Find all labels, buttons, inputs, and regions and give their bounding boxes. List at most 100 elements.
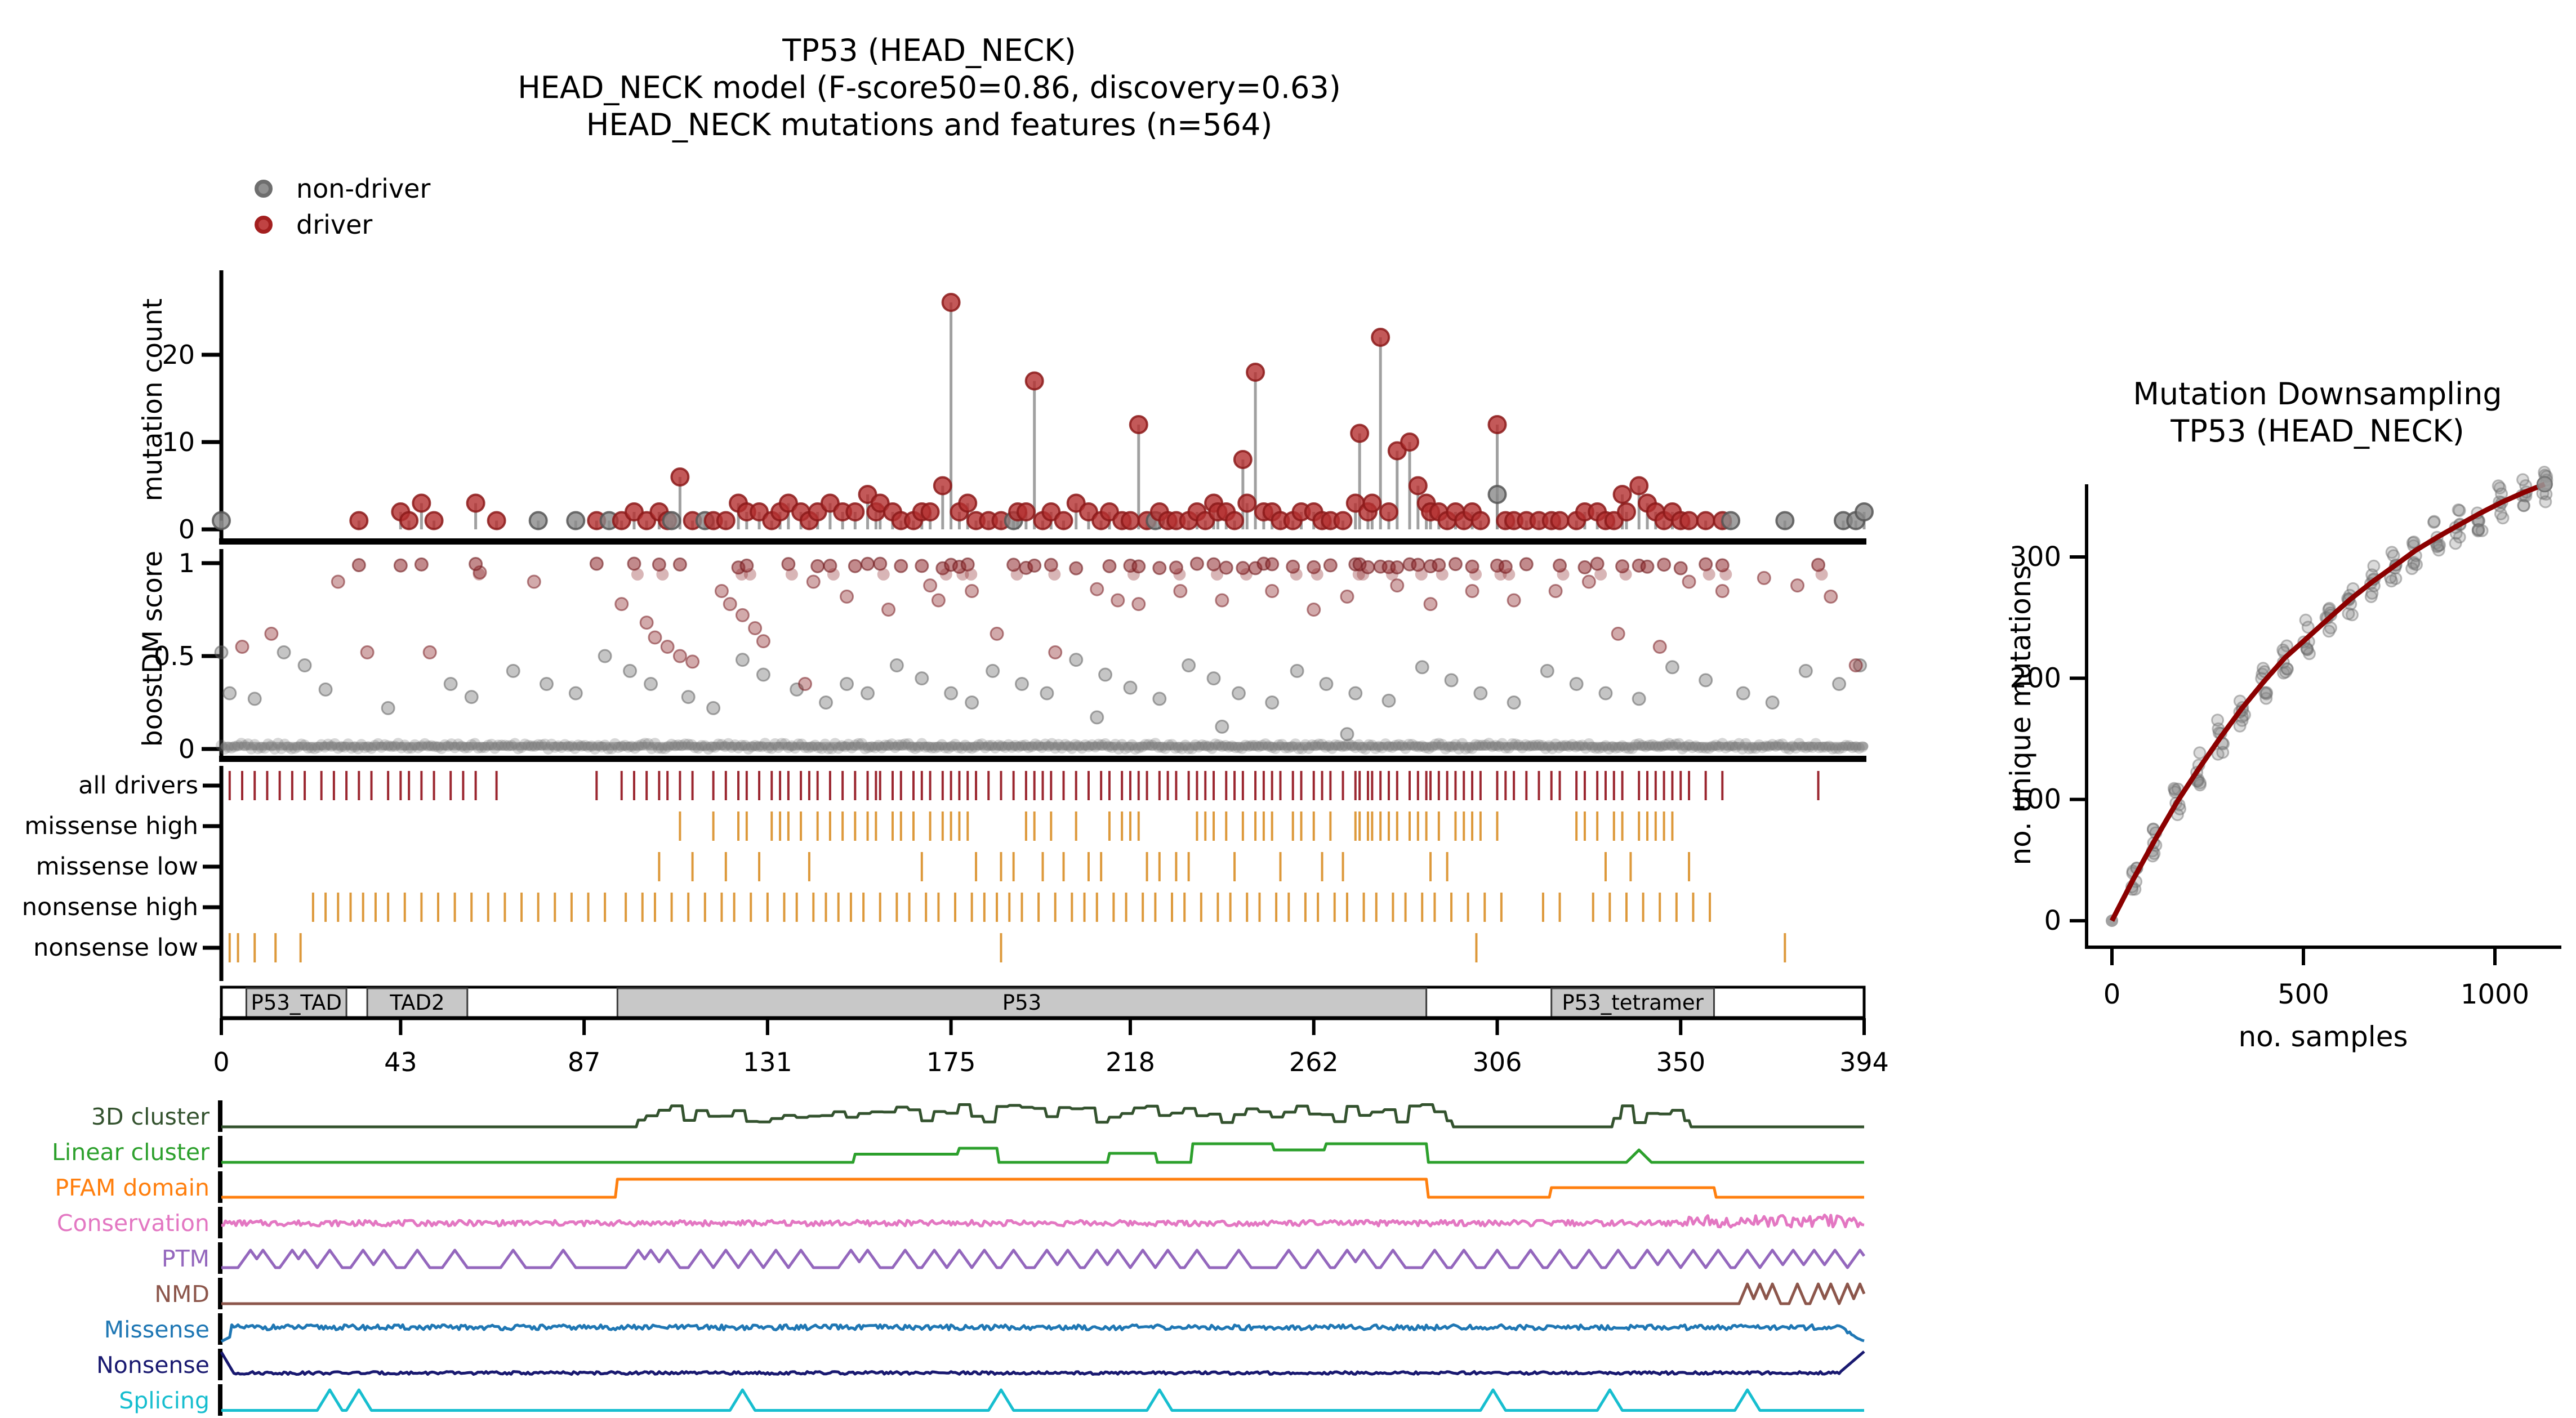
downsampling-point [2259,686,2273,699]
svg-text:0: 0 [2103,979,2121,1010]
driver-point [1024,371,1044,391]
rug-row-label-missense-high: missense high [24,812,198,840]
nondriver-point [212,511,231,530]
downsampling-point [2233,719,2247,733]
downsampling-point [2301,643,2314,657]
legend-label: driver [296,209,373,240]
downsampling-title: Mutation Downsampling [2133,376,2502,412]
downsampling-point [2493,481,2507,494]
domain-label: P53_TAD [251,991,342,1015]
driver-point [1246,363,1265,382]
downsampling-point [2259,692,2273,705]
downsampling-point [2432,543,2445,557]
driver-point [1350,423,1370,443]
driver-point [920,502,940,521]
downsampling-point [2453,530,2466,544]
svg-text:0: 0 [179,734,195,764]
downsampling-point [2495,487,2508,501]
driver-point [1487,415,1507,434]
driver-marker-icon [255,216,273,234]
downsampling-point [2302,647,2316,661]
driver-point [1470,511,1490,530]
driver-rug [228,771,1820,962]
svg-text:1: 1 [179,548,195,578]
feature-line [221,1142,1864,1164]
svg-text:0: 0 [179,514,195,545]
feature-row-label-PFAM-domain: PFAM domain [55,1174,210,1201]
downsampling-point [2539,495,2552,509]
driver-point [1679,511,1699,530]
driver-point [1016,502,1036,521]
downsampling-point [2301,621,2315,634]
driver-point [349,511,369,530]
driver-point [1225,511,1245,530]
legend: non-driver driver [255,176,430,238]
downsampling-point [2167,782,2181,795]
downsampling-point [2367,559,2381,573]
svg-text:10: 10 [162,427,195,457]
boostdm-panel [214,556,1869,755]
downsampling-point [2427,515,2441,529]
downsampling-point [2276,643,2290,657]
driver-point [1129,415,1148,434]
driver-point [845,502,865,521]
driver-point [670,467,690,487]
svg-text:43: 43 [384,1047,417,1077]
downsampling-point [2453,504,2466,518]
domain-label: P53_tetramer [1562,991,1704,1015]
svg-text:0.5: 0.5 [154,641,195,671]
samples-axis-label: no. samples [2238,1020,2408,1053]
svg-text:306: 306 [1473,1047,1522,1077]
svg-text:500: 500 [2278,979,2329,1010]
feature-line [221,1214,1865,1229]
driver-point [487,511,506,530]
rug-row-label-all-drivers: all drivers [78,772,198,800]
feature-line [221,1103,1864,1129]
downsampling-point [2516,473,2530,487]
downsampling-point [2216,746,2230,759]
downsampling-point [2364,590,2378,604]
driver-point [1400,432,1420,452]
downsampling-point [2193,778,2207,792]
driver-point [1550,511,1570,530]
model-subtitle: HEAD_NECK model (F-score50=0.86, discove… [518,70,1341,105]
downsampling-point [2256,662,2270,675]
feature-row-label-Splicing: Splicing [119,1387,210,1414]
boostdm-score-axis-label: boostDM score [137,550,168,747]
downsampling-point [2299,613,2312,627]
feature-row-label-Missense: Missense [104,1316,210,1343]
feature-tracks [218,1100,1866,1416]
driver-point [412,493,431,513]
svg-text:200: 200 [2009,662,2061,694]
downsampling-point [2471,523,2485,537]
nondriver-point [1721,511,1741,530]
feature-line [220,1350,1865,1376]
feature-row-label-Conservation: Conservation [56,1210,210,1237]
downsampling-point [2193,776,2207,790]
downsampling-point [2258,686,2272,699]
downsampling-point [2280,662,2294,675]
downsampling-point [2235,714,2249,727]
feature-row-label-3D-cluster: 3D cluster [91,1103,210,1130]
needle-markers [212,293,1874,530]
domain-box [245,987,347,1018]
downsampling-point [2280,639,2293,653]
downsampling-point [2471,524,2485,538]
downsampling-point [2324,621,2337,635]
driver-point [466,493,485,513]
driver-point [933,476,952,496]
downsampling-point [2492,479,2505,493]
downsampling-point [2407,557,2421,570]
driver-point [1408,476,1428,496]
nondriver-point [528,511,548,530]
driver-point [1054,511,1073,530]
downsampling-point [2389,572,2403,585]
legend-item-nondriver: non-driver [255,176,430,202]
nondriver-point [566,511,586,530]
feature-row-label-NMD: NMD [154,1281,210,1308]
domain-label: P53 [1002,991,1041,1015]
feature-row-label-Linear-cluster: Linear cluster [52,1139,210,1166]
feature-line [221,1282,1866,1305]
downsampling-point [2322,625,2336,638]
